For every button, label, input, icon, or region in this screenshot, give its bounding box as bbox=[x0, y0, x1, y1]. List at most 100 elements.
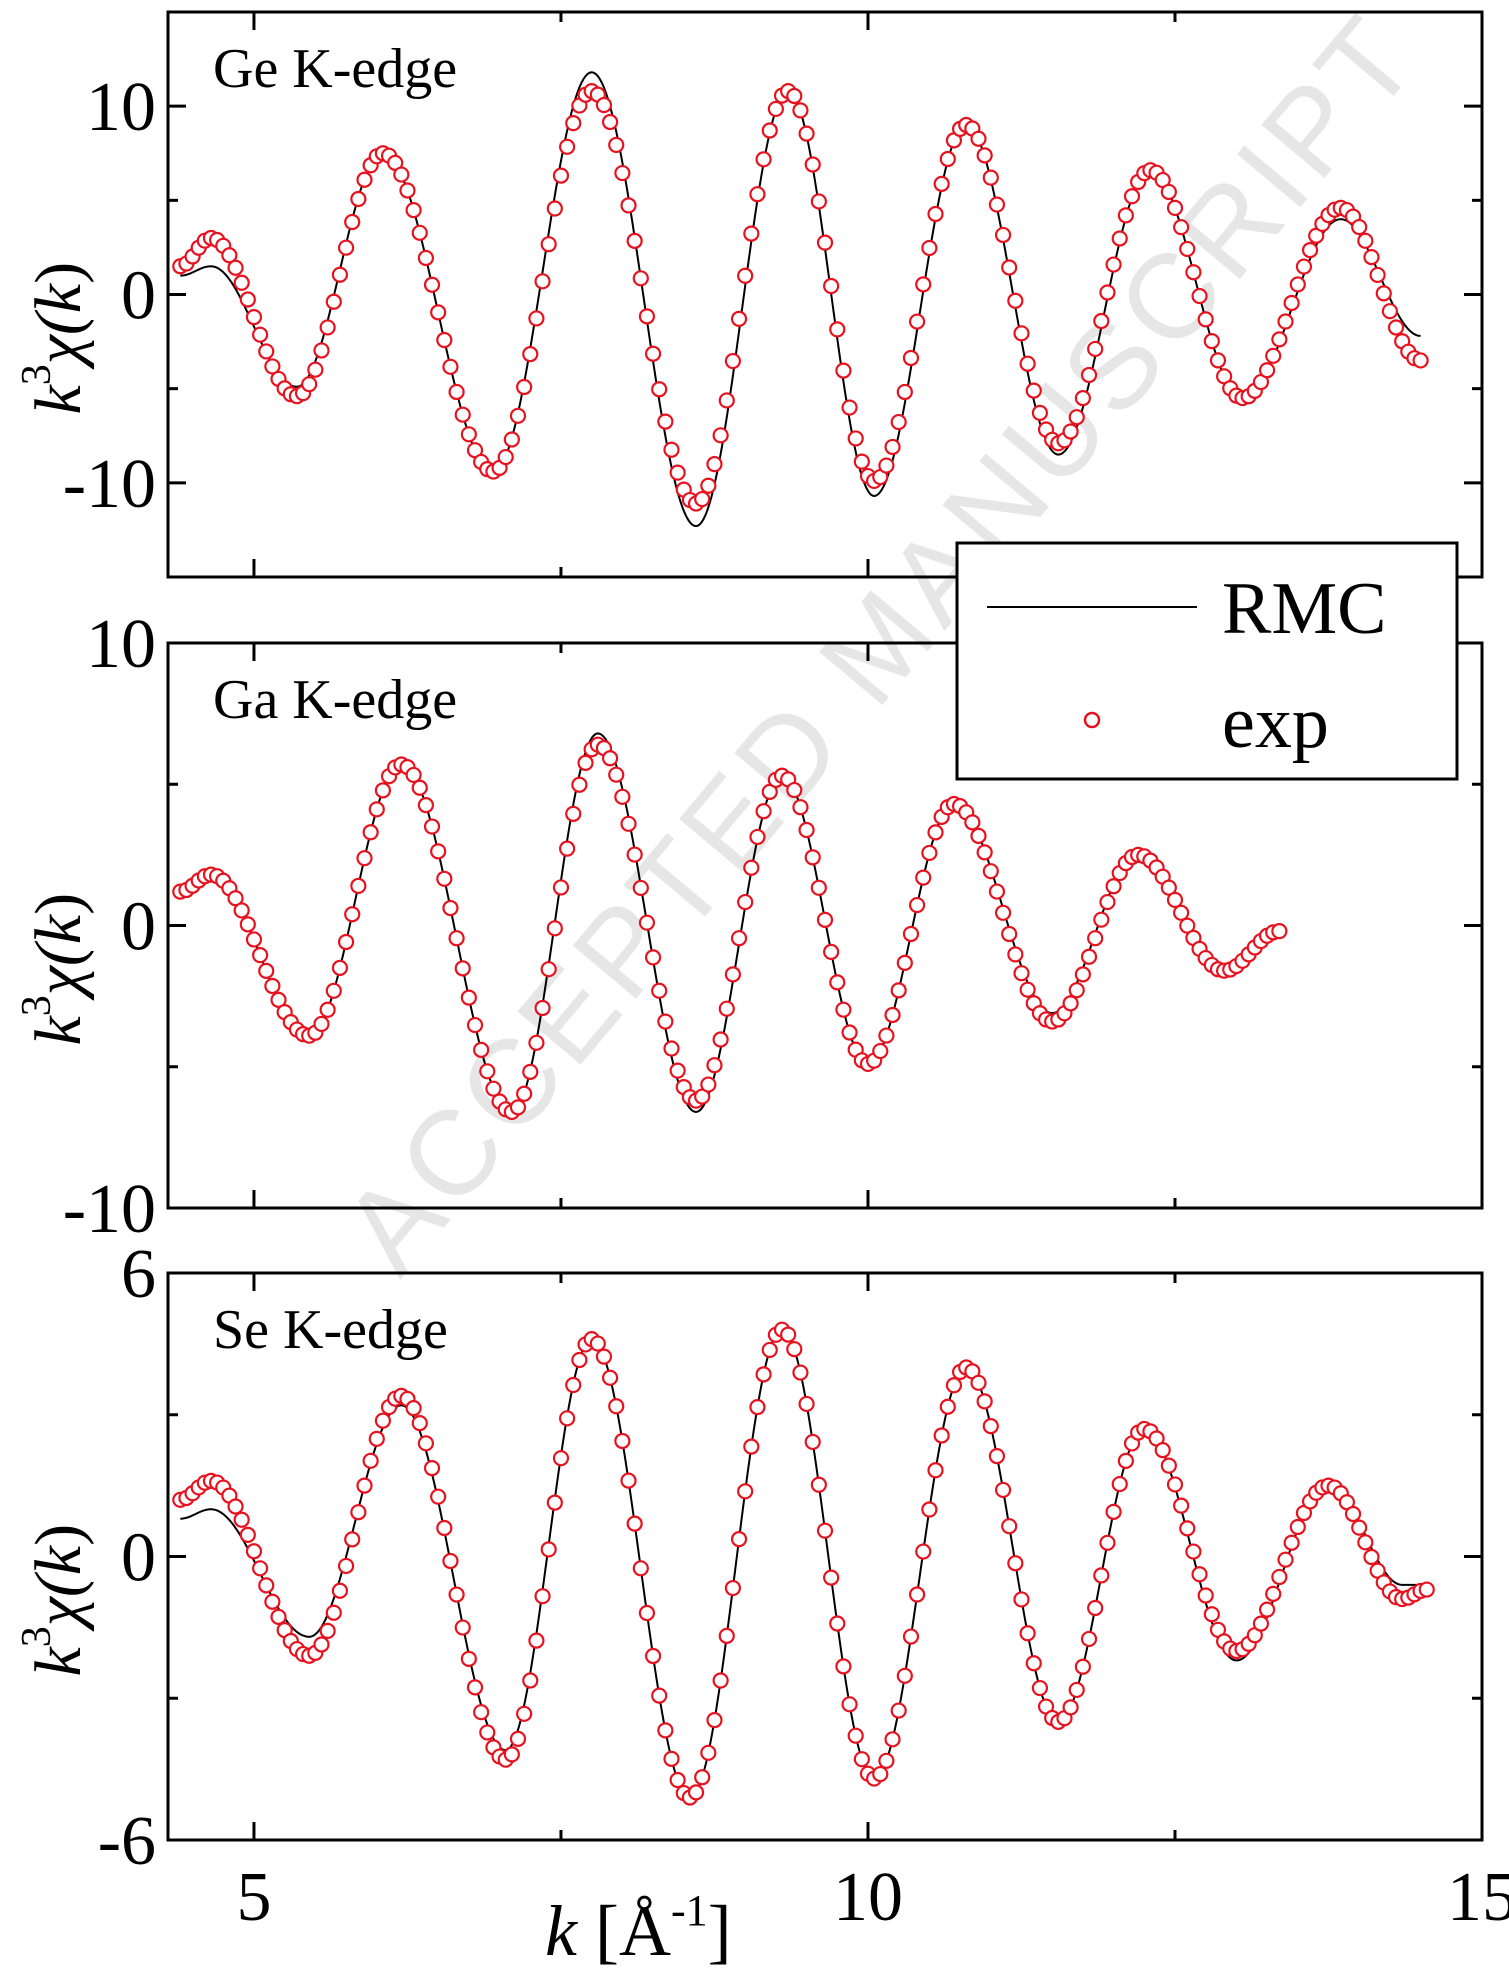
exp-point bbox=[1105, 256, 1122, 273]
exp-point bbox=[823, 1569, 840, 1586]
exp-point bbox=[503, 431, 520, 448]
exp-point bbox=[571, 776, 588, 793]
exp-point bbox=[1271, 331, 1288, 348]
exp-point bbox=[755, 1366, 772, 1383]
exp-point bbox=[761, 1341, 778, 1359]
exp-point bbox=[792, 102, 809, 119]
exp-point bbox=[1007, 292, 1024, 309]
exp-point bbox=[1160, 1457, 1177, 1474]
exp-point bbox=[786, 87, 803, 105]
exp-point bbox=[823, 943, 840, 961]
exp-point bbox=[319, 319, 336, 336]
exp-point bbox=[1105, 878, 1122, 895]
exp-point bbox=[368, 1430, 385, 1447]
exp-point bbox=[552, 1450, 570, 1467]
exp-point bbox=[718, 1627, 735, 1644]
exp-point bbox=[1123, 188, 1141, 205]
exp-point bbox=[337, 1557, 355, 1575]
exp-point bbox=[589, 1335, 606, 1352]
exp-point bbox=[1197, 1587, 1214, 1604]
exp-point bbox=[1357, 1534, 1374, 1551]
exp-point bbox=[344, 1531, 361, 1548]
exp-point bbox=[902, 349, 920, 367]
exp-point bbox=[933, 175, 950, 192]
exp-point bbox=[1265, 347, 1282, 364]
exp-point bbox=[239, 291, 256, 308]
exp-point bbox=[620, 1472, 637, 1489]
exp-point bbox=[571, 1351, 588, 1369]
exp-point bbox=[374, 1412, 392, 1429]
exp-point bbox=[1080, 948, 1098, 965]
exp-point bbox=[1093, 911, 1110, 928]
exp-point bbox=[485, 1080, 502, 1097]
y-tick-label: 0 bbox=[121, 1520, 156, 1597]
exp-point bbox=[430, 1488, 447, 1505]
exp-point bbox=[737, 1483, 754, 1500]
exp-point bbox=[872, 1042, 889, 1060]
exp-point bbox=[847, 430, 864, 447]
exp-point bbox=[466, 1679, 484, 1696]
exp-point bbox=[1001, 925, 1018, 943]
exp-point bbox=[724, 1579, 742, 1597]
exp-point bbox=[503, 1746, 520, 1763]
exp-point bbox=[1363, 1548, 1380, 1566]
legend: RMC exp bbox=[955, 541, 1459, 781]
exp-point bbox=[454, 960, 471, 977]
exp-point bbox=[700, 477, 717, 494]
exp-point bbox=[749, 828, 766, 846]
exp-point bbox=[1289, 1518, 1306, 1536]
exp-point bbox=[644, 1647, 662, 1665]
exp-point bbox=[927, 205, 944, 223]
exp-point bbox=[1344, 1505, 1362, 1523]
exp-point bbox=[1173, 219, 1190, 236]
exp-point bbox=[534, 999, 551, 1017]
exp-point bbox=[264, 358, 281, 375]
exp-point bbox=[436, 1519, 453, 1537]
exp-point bbox=[700, 1076, 717, 1093]
exp-point bbox=[1412, 352, 1429, 369]
exp-point bbox=[1203, 333, 1220, 350]
exp-point bbox=[325, 982, 342, 999]
exp-point bbox=[270, 1608, 287, 1625]
exp-point bbox=[1160, 183, 1177, 201]
y-axis-label-close: ) bbox=[22, 1524, 95, 1546]
legend-box bbox=[955, 541, 1459, 781]
exp-point bbox=[608, 1398, 625, 1415]
exp-point bbox=[743, 1438, 760, 1455]
exp-point bbox=[896, 954, 913, 971]
exp-point bbox=[890, 982, 907, 999]
exp-point bbox=[638, 914, 656, 931]
exp-point bbox=[319, 1001, 336, 1018]
exp-point bbox=[1062, 423, 1079, 440]
exp-point bbox=[1179, 1520, 1196, 1537]
exp-point bbox=[927, 824, 944, 841]
exp-point bbox=[423, 818, 441, 835]
exp-point bbox=[460, 426, 477, 443]
exp-point bbox=[1087, 340, 1104, 358]
exp-point bbox=[853, 1751, 870, 1768]
x-axis-label-var: k bbox=[545, 1891, 579, 1971]
exp-point bbox=[657, 1722, 674, 1739]
exp-point bbox=[1025, 382, 1042, 399]
exp-point bbox=[546, 1494, 563, 1511]
exp-point bbox=[319, 1622, 336, 1640]
exp-point bbox=[706, 1711, 723, 1729]
exp-point bbox=[522, 346, 539, 363]
exp-point bbox=[264, 977, 281, 995]
exp-point bbox=[479, 1063, 496, 1080]
panel-label: Ge K-edge bbox=[213, 38, 457, 100]
exp-point bbox=[325, 293, 342, 310]
exp-point bbox=[344, 906, 361, 923]
exp-point bbox=[915, 869, 932, 886]
exp-point bbox=[921, 239, 938, 257]
exp-point bbox=[448, 930, 465, 947]
exp-point bbox=[405, 202, 422, 219]
exp-point bbox=[546, 200, 563, 217]
exp-point bbox=[644, 949, 662, 966]
exp-point bbox=[706, 1057, 723, 1074]
exp-point bbox=[1191, 1566, 1208, 1583]
exp-point bbox=[786, 781, 803, 799]
exp-point bbox=[252, 947, 269, 964]
